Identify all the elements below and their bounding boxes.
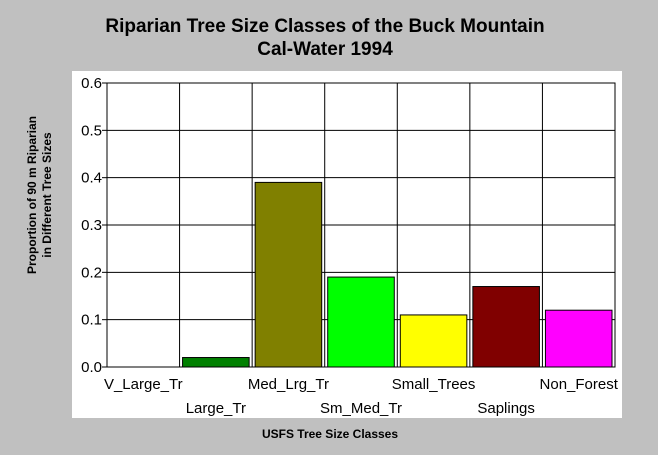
bar-small-trees <box>399 314 468 368</box>
x-tick-label: Saplings <box>477 400 535 417</box>
y-tick-label: 0.1 <box>81 312 102 329</box>
x-tick-label: Med_Lrg_Tr <box>248 376 329 393</box>
y-tick-label: 0.2 <box>81 264 102 281</box>
x-tick-label: Non_Forest <box>540 376 619 393</box>
x-axis-title: USFS Tree Size Classes <box>262 427 398 441</box>
bar-layer <box>182 181 613 368</box>
y-tick-label: 0.0 <box>81 359 102 376</box>
y-tick-label: 0.3 <box>81 217 102 234</box>
y-tick-label: 0.5 <box>81 122 102 139</box>
tick-label-layer: 0.0 0.1 0.2 0.3 0.4 0.5 0.6 V_Large_TrLarge_TrM… <box>81 75 619 417</box>
bar-non-forest <box>544 309 613 368</box>
bar-sm-med-tr <box>327 276 395 368</box>
x-tick-label: Sm_Med_Tr <box>320 400 402 417</box>
y-axis-title-line1: Proportion of 90 m Riparian <box>25 116 39 274</box>
chart-title-line1: Riparian Tree Size Classes of the Buck M… <box>105 16 544 37</box>
x-tick-label: Small_Trees <box>392 376 476 393</box>
bar-med-lrg-tr <box>254 181 323 368</box>
y-axis-title-line2: in Different Tree Sizes <box>40 132 54 258</box>
y-tick-label: 0.4 <box>81 170 102 187</box>
chart-title-line2: Cal-Water 1994 <box>257 39 393 60</box>
bar-large-tr <box>182 357 250 368</box>
y-tick-label: 0.6 <box>81 75 102 92</box>
bar-saplings <box>472 286 540 368</box>
x-tick-label: Large_Tr <box>186 400 246 417</box>
plot-frame <box>106 82 616 368</box>
x-tick-label: V_Large_Tr <box>104 376 183 393</box>
grid-layer <box>107 82 615 367</box>
axis-layer <box>102 82 616 368</box>
